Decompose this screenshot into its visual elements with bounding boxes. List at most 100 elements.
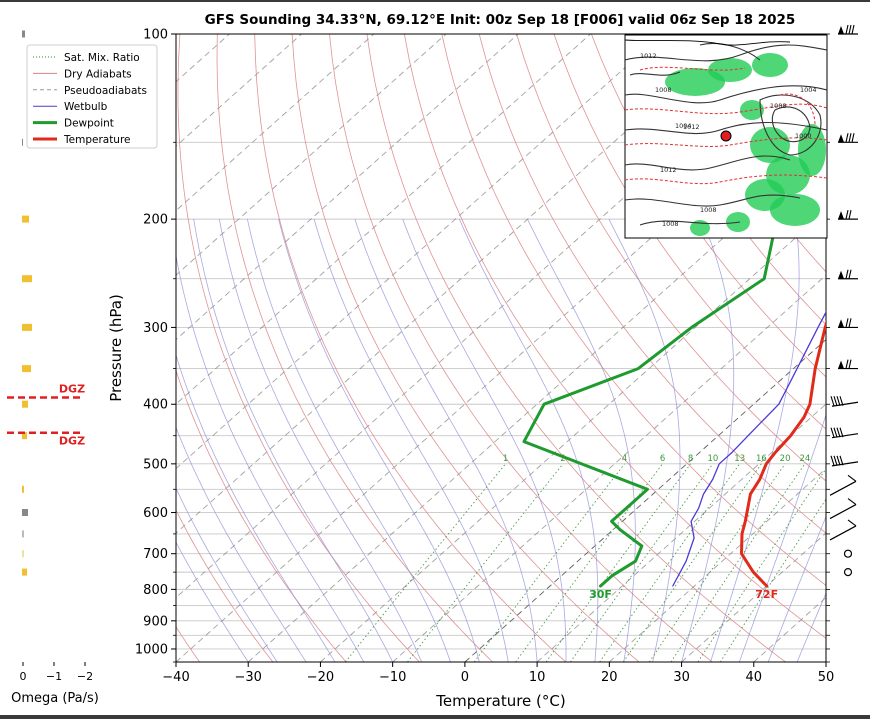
barb-flag [846,318,848,327]
barb-flag [834,456,837,466]
barb-flag [849,210,851,219]
wind-barb [830,520,856,540]
y-tick-label: 1000 [135,643,168,658]
y-tick-label: 300 [143,321,168,336]
mixing-ratio-line [649,464,785,662]
wind-barb [838,270,858,279]
barb-staff [830,505,856,519]
barb-flag [834,396,837,406]
y-axis-label: Pressure (hPa) [107,294,125,402]
x-tick-label: 40 [746,670,763,685]
wind-barb [845,569,852,576]
omega-bar [22,550,24,557]
mixing-ratio-label: 24 [799,454,810,464]
pseudoadiabat-line [527,219,635,662]
barb-flag [849,318,851,327]
omega-axis-label: Omega (Pa/s) [11,691,99,706]
omega-bar [22,509,28,516]
y-tick-label: 900 [143,614,168,629]
barb-flag [849,133,851,142]
bottom-border [0,715,870,719]
pseudoadiabat-line [355,219,537,662]
pseudoadiabat-line [314,219,508,662]
barb-flag [846,210,848,219]
surface-temp-label: 72F [755,588,778,601]
x-tick-label: −40 [162,670,189,685]
surface-dewpoint-label: 30F [589,588,612,601]
y-tick-label: 800 [143,583,168,598]
barb-pennant [838,319,844,327]
x-tick-label: 50 [818,670,835,685]
barb-staff [830,481,856,495]
wind-barb [838,133,858,142]
wind-barb [838,318,858,327]
map-isobar-label: 1008 [662,220,679,228]
y-tick-label: 500 [143,457,168,472]
dry-adiabat-line [137,34,346,662]
barb-pennant [838,211,844,219]
barb-flag [849,360,851,369]
legend-label: Wetbulb [64,101,108,113]
pseudoadiabat-line [170,219,364,662]
dgz-label: DGZ [59,435,85,448]
omega-tick-label: −2 [77,670,93,683]
mixing-ratio-label: 13 [734,454,745,464]
omega-bar [22,530,24,537]
map-isobar-label: 1008 [770,102,787,110]
x-tick-label: −20 [307,670,334,685]
barb-flag [846,25,848,34]
barb-flag [846,133,848,142]
barb-flag [837,396,840,406]
wind-barb [831,428,858,438]
barb-flag [848,475,856,481]
mixing-ratio-line [407,464,563,662]
x-tick-label: −10 [379,670,406,685]
legend-label: Pseudoadiabats [64,85,147,97]
omega-tick-label: 0 [20,670,27,683]
chart-title: GFS Sounding 34.33°N, 69.12°E Init: 00z … [205,12,796,28]
map-isobar-label: 1000 [795,132,812,140]
barb-flag [846,270,848,279]
location-marker [721,131,731,141]
precip-area [752,53,788,77]
pseudoadiabat-line [107,219,278,662]
wind-barbs [830,25,858,576]
map-isobar-label: 1004 [800,86,817,94]
barb-flag [849,25,851,34]
omega-bar [22,31,25,38]
legend-label: Temperature [63,134,131,146]
mixing-ratio-label: 20 [780,454,791,464]
calm-wind-circle [845,569,852,576]
omega-bar [22,139,23,146]
top-border [0,0,870,2]
barb-pennant [838,26,844,34]
pseudoadiabat-line [459,219,597,662]
x-tick-label: −30 [234,670,261,685]
wind-barb [831,456,858,466]
mixing-ratio-label: 10 [707,454,718,464]
y-tick-label: 200 [143,213,168,228]
dry-adiabat-line [217,34,493,662]
wind-barb [831,396,858,406]
pseudoadiabat-line [797,219,870,662]
pseudoadiabat-line [403,219,566,662]
calm-wind-circle [845,550,852,557]
omega-bar [22,216,29,223]
x-tick-label: 30 [673,670,690,685]
y-tick-label: 400 [143,398,168,413]
omega-bar [22,324,32,331]
y-tick-label: 700 [143,547,168,562]
legend-label: Dewpoint [64,118,114,130]
legend-label: Dry Adiabats [64,68,132,80]
legend-label: Sat. Mix. Ratio [64,52,140,64]
barb-staff [830,526,856,540]
mixing-ratio-label: 8 [688,454,693,464]
omega-bar [22,569,27,576]
x-tick-label: 20 [601,670,618,685]
mixing-ratio-label: 4 [622,454,627,464]
barb-flag [848,499,856,505]
barb-flag [852,133,854,142]
barb-flag [849,270,851,279]
